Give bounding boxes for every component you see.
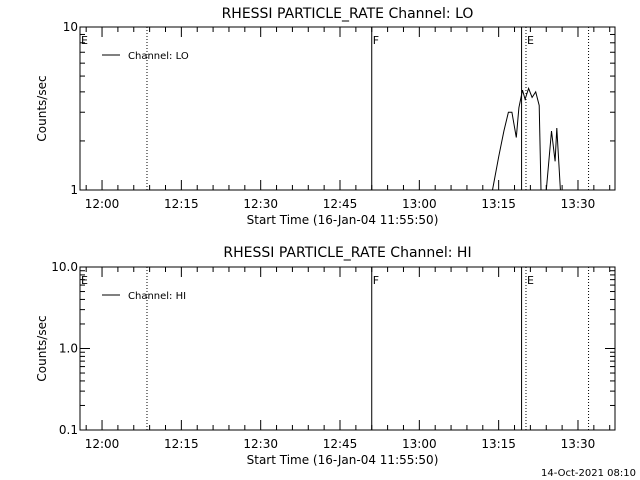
x-tick-label: 13:15 xyxy=(481,437,516,451)
chart-panel-2: RHESSI PARTICLE_RATE Channel: HI 0.1 1.0 10… xyxy=(35,245,616,467)
time-marker-label: F xyxy=(373,34,379,47)
series-line xyxy=(466,86,563,191)
x-axis-label: Start Time (16-Jan-04 11:55:50) xyxy=(247,453,439,467)
x-tick-label: 13:30 xyxy=(561,197,596,211)
time-marker-label: E xyxy=(81,34,88,47)
chart-panel-1: RHESSI PARTICLE_RATE Channel: LO 1 10 12:00… xyxy=(35,6,616,227)
x-axis-label: Start Time (16-Jan-04 11:55:50) xyxy=(247,213,439,227)
time-marker-label: E xyxy=(527,274,534,287)
x-tick-label: 12:15 xyxy=(164,197,199,211)
x-tick-label: 12:30 xyxy=(243,437,278,451)
time-marker-label: E xyxy=(527,34,534,47)
legend-entry: Channel: HI xyxy=(128,291,186,302)
y-tick-label: 0.1 xyxy=(59,423,78,437)
x-tick-label: 12:30 xyxy=(243,197,278,211)
chart-title: RHESSI PARTICLE_RATE Channel: LO xyxy=(222,6,474,22)
plot-date-stamp: 14-Oct-2021 08:10 xyxy=(541,468,636,479)
x-tick-label: 13:00 xyxy=(402,437,437,451)
plot-frame xyxy=(79,26,616,191)
chart-title: RHESSI PARTICLE_RATE Channel: HI xyxy=(223,245,471,261)
x-tick-label: 12:45 xyxy=(323,437,358,451)
x-tick-label: 12:15 xyxy=(164,437,199,451)
y-axis-label: Counts/sec xyxy=(35,315,49,381)
x-tick-label: 12:00 xyxy=(85,437,120,451)
x-tick-label: 12:00 xyxy=(85,197,120,211)
y-axis-label: Counts/sec xyxy=(35,75,49,141)
y-tick-label: 1.0 xyxy=(59,342,78,356)
x-tick-label: 12:45 xyxy=(323,197,358,211)
x-tick-label: 13:15 xyxy=(481,197,516,211)
y-tick-label: 10.0 xyxy=(51,260,78,274)
time-marker-label: E xyxy=(81,274,88,287)
y-tick-label: 1 xyxy=(70,183,78,197)
time-marker-label: F xyxy=(373,274,379,287)
legend-entry: Channel: LO xyxy=(128,51,189,62)
x-tick-label: 13:30 xyxy=(561,437,596,451)
y-tick-label: 10 xyxy=(63,20,78,34)
x-tick-label: 13:00 xyxy=(402,197,437,211)
